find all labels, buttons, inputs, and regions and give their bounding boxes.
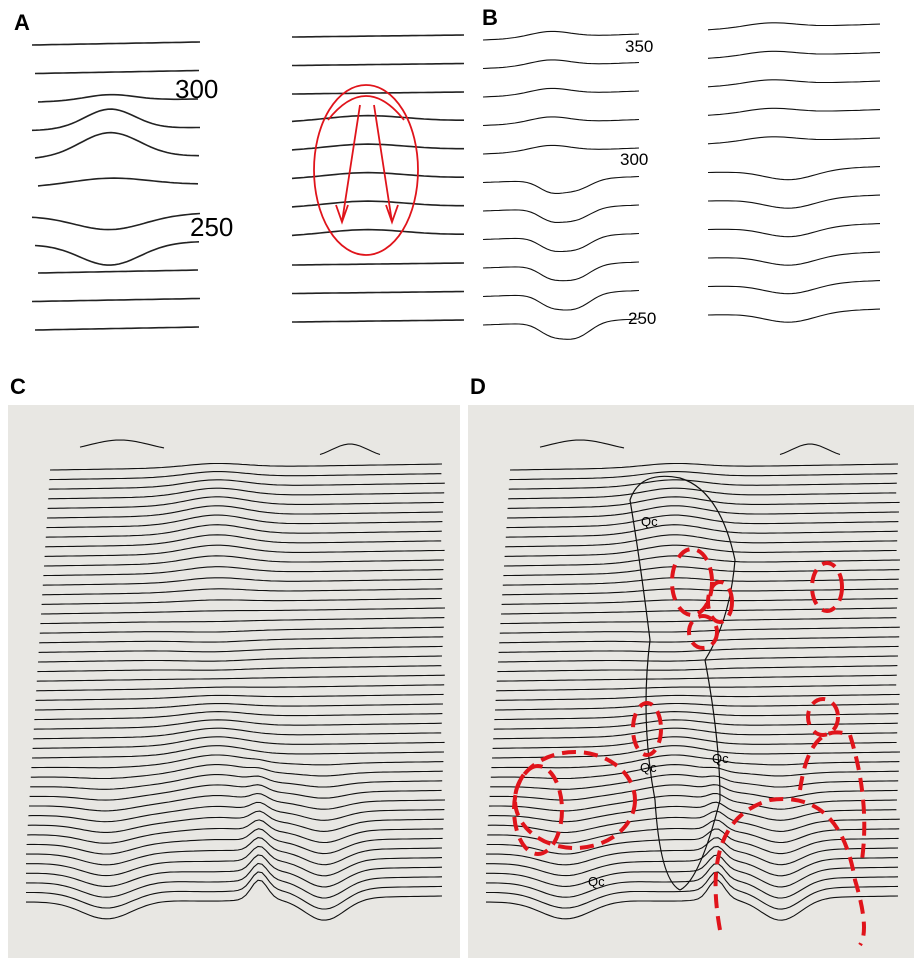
panel-label: C bbox=[10, 374, 26, 399]
contour-line bbox=[708, 252, 880, 265]
contour-line bbox=[38, 95, 198, 102]
contour-line bbox=[708, 281, 880, 294]
contour-line bbox=[292, 144, 464, 150]
contour-line bbox=[292, 292, 464, 294]
contour-line bbox=[708, 224, 880, 237]
contour-line bbox=[708, 51, 880, 58]
unit-label: Qc bbox=[641, 514, 658, 529]
unit-label: Qc bbox=[712, 751, 729, 766]
contour-line bbox=[708, 167, 880, 180]
contour-label: 350 bbox=[625, 37, 653, 56]
contour-line bbox=[483, 145, 639, 154]
page: {"panels": [ {"label": "A", "contour_lab… bbox=[0, 0, 914, 958]
contour-label: 300 bbox=[175, 74, 218, 104]
contour-line bbox=[483, 60, 639, 69]
contour-line bbox=[32, 109, 200, 130]
contour-line bbox=[483, 234, 639, 252]
contour-line bbox=[483, 262, 639, 281]
photo-d bbox=[468, 405, 914, 958]
photo-c bbox=[8, 405, 460, 958]
contour-line bbox=[35, 327, 199, 330]
contour-line bbox=[292, 173, 464, 179]
contour-line bbox=[708, 195, 880, 208]
contour-line bbox=[32, 214, 200, 230]
contour-line bbox=[38, 178, 198, 186]
contour-line bbox=[35, 242, 199, 265]
contour-line bbox=[32, 42, 200, 45]
contour-line bbox=[708, 108, 880, 115]
contour-line bbox=[38, 270, 198, 273]
contour-line bbox=[35, 133, 199, 158]
red-arrows bbox=[336, 105, 398, 222]
contour-line bbox=[708, 80, 880, 87]
contour-line bbox=[483, 117, 639, 126]
contour-line bbox=[708, 137, 880, 144]
photo-backgrounds bbox=[8, 405, 914, 958]
contour-line bbox=[32, 299, 200, 302]
contour-line bbox=[292, 35, 464, 37]
panel-label: B bbox=[482, 5, 498, 30]
contour-line bbox=[292, 92, 464, 94]
figure: A B C D 300 250 350 300 250 Qc Qc Qc Qc bbox=[0, 0, 914, 958]
contour-line bbox=[292, 263, 464, 265]
panel-label: A bbox=[14, 10, 30, 35]
contour-line bbox=[292, 230, 464, 236]
unit-label: Qc bbox=[588, 874, 605, 889]
contour-line bbox=[483, 31, 639, 40]
contour-line bbox=[708, 23, 880, 30]
contour-line bbox=[708, 309, 880, 322]
contour-label: 300 bbox=[620, 150, 648, 169]
contour-line bbox=[483, 291, 639, 311]
contour-line bbox=[292, 116, 464, 122]
contour-line bbox=[483, 177, 639, 194]
panel-label: D bbox=[470, 374, 486, 399]
contour-line bbox=[292, 320, 464, 322]
contour-line bbox=[483, 88, 639, 97]
contour-line bbox=[483, 205, 639, 222]
contour-line bbox=[292, 64, 464, 66]
contour-label: 250 bbox=[628, 309, 656, 328]
unit-label: Qc bbox=[640, 760, 657, 775]
contour-line bbox=[483, 319, 639, 339]
contour-label: 250 bbox=[190, 212, 233, 242]
